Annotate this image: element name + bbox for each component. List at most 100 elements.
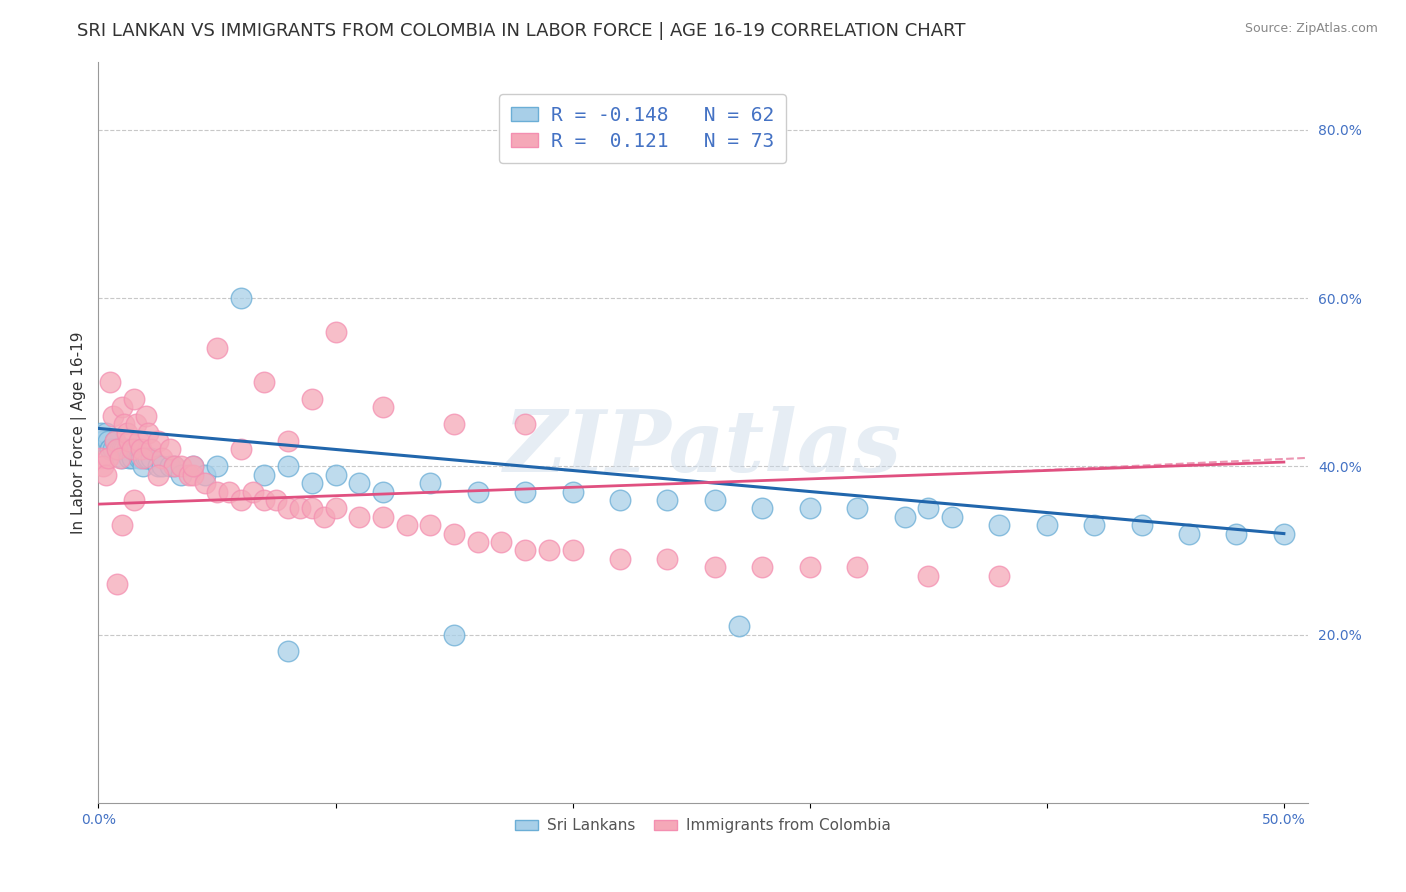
Point (108, 442, 131, 457)
Point (515, 484, 537, 499)
Point (917, 568, 939, 582)
Point (301, 476, 323, 491)
Point (101, 442, 124, 457)
Point (1225, 526, 1247, 541)
Y-axis label: In Labor Force | Age 16-19: In Labor Force | Age 16-19 (72, 331, 87, 534)
Point (111, 401, 134, 415)
Point (1272, 526, 1295, 541)
Point (91, 459, 114, 474)
Point (751, 560, 773, 574)
Point (288, 501, 311, 516)
Point (122, 392, 145, 406)
Point (799, 560, 821, 574)
Point (467, 484, 489, 499)
Point (347, 509, 370, 524)
Point (703, 560, 725, 574)
Point (371, 401, 394, 415)
Point (105, 577, 128, 591)
Point (128, 450, 150, 465)
Legend: Sri Lankans, Immigrants from Colombia: Sri Lankans, Immigrants from Colombia (509, 813, 897, 839)
Point (277, 644, 299, 658)
Point (114, 417, 136, 432)
Point (98, 442, 121, 457)
Point (97, 450, 120, 465)
Point (917, 501, 939, 516)
Point (205, 342, 228, 356)
Point (609, 551, 631, 566)
Point (136, 425, 159, 440)
Point (846, 560, 869, 574)
Point (941, 509, 963, 524)
Point (1083, 518, 1105, 533)
Point (253, 375, 276, 389)
Point (561, 484, 583, 499)
Point (893, 509, 915, 524)
Point (181, 459, 204, 474)
Point (135, 450, 157, 465)
Point (395, 518, 418, 533)
Point (515, 543, 537, 558)
Point (94, 425, 117, 440)
Point (325, 325, 347, 339)
Point (105, 442, 128, 457)
Point (609, 492, 631, 507)
Point (94, 467, 117, 482)
Text: ZIPatlas: ZIPatlas (503, 406, 903, 489)
Point (846, 501, 869, 516)
Point (170, 459, 193, 474)
Point (111, 450, 134, 465)
Point (657, 492, 679, 507)
Point (218, 484, 240, 499)
Point (419, 518, 441, 533)
Point (467, 535, 489, 549)
Point (988, 518, 1011, 533)
Text: SRI LANKAN VS IMMIGRANTS FROM COLOMBIA IN LABOR FORCE | AGE 16-19 CORRELATION CH: SRI LANKAN VS IMMIGRANTS FROM COLOMBIA I… (77, 22, 966, 40)
Point (97, 434, 120, 448)
Point (988, 568, 1011, 582)
Point (122, 492, 145, 507)
Point (90, 450, 112, 465)
Point (229, 291, 252, 305)
Point (114, 442, 136, 457)
Point (443, 526, 465, 541)
Point (101, 409, 124, 423)
Point (253, 492, 276, 507)
Point (205, 484, 228, 499)
Text: Source: ZipAtlas.com: Source: ZipAtlas.com (1244, 22, 1378, 36)
Point (125, 442, 148, 457)
Point (122, 442, 145, 457)
Point (136, 450, 159, 465)
Point (799, 501, 821, 516)
Point (146, 434, 169, 448)
Point (703, 492, 725, 507)
Point (170, 467, 193, 482)
Point (301, 392, 323, 406)
Point (325, 501, 347, 516)
Point (181, 459, 204, 474)
Point (163, 459, 186, 474)
Point (537, 543, 560, 558)
Point (491, 535, 513, 549)
Point (90, 425, 112, 440)
Point (253, 467, 276, 482)
Point (194, 476, 217, 491)
Point (325, 467, 347, 482)
Point (181, 467, 204, 482)
Point (443, 627, 465, 641)
Point (301, 501, 323, 516)
Point (242, 484, 264, 499)
Point (277, 434, 299, 448)
Point (132, 459, 155, 474)
Point (205, 459, 228, 474)
Point (159, 442, 181, 457)
Point (347, 476, 370, 491)
Point (371, 509, 394, 524)
Point (177, 467, 200, 482)
Point (194, 467, 217, 482)
Point (108, 450, 131, 465)
Point (146, 467, 169, 482)
Point (312, 509, 335, 524)
Point (118, 434, 141, 448)
Point (1036, 518, 1059, 533)
Point (115, 442, 138, 457)
